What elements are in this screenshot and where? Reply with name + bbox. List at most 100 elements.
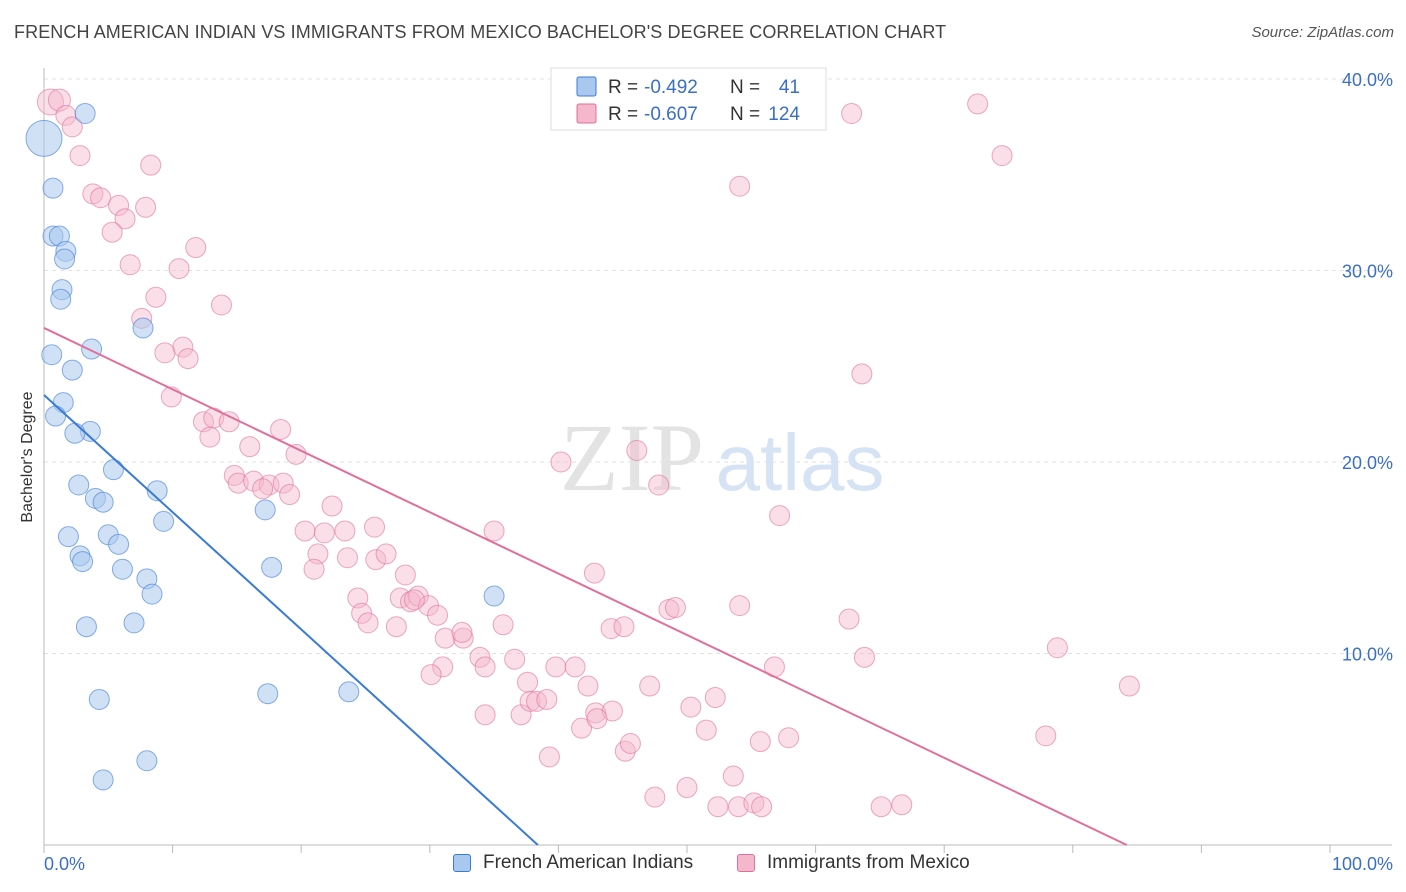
mexico-immigrant-point-3: [61, 116, 83, 138]
mexico-immigrant-point-55: [385, 616, 407, 638]
mexico-immigrant-point-84: [967, 93, 989, 115]
mexico-immigrant-point-64: [545, 656, 567, 678]
mexico-immigrant-point-111: [676, 777, 698, 799]
mexico-immigrant-point-93: [536, 688, 558, 710]
mexico-immigrant-point-54: [357, 612, 379, 634]
watermark: ZIP atlas: [560, 404, 884, 511]
french-american-indian-point-34: [123, 612, 145, 634]
french-american-indian-point-22: [254, 499, 276, 521]
mexico-immigrant-point-38: [313, 522, 335, 544]
mexico-immigrant-point-85: [991, 145, 1013, 167]
mexico-immigrant-point-104: [695, 719, 717, 741]
mexico-immigrant-point-94: [571, 717, 593, 739]
mexico-immigrant-point-36: [321, 495, 343, 517]
french-american-indian-point-19: [146, 480, 168, 502]
french-american-indian-point-1: [74, 102, 96, 124]
source-note: Source: ZipAtlas.com: [1251, 24, 1394, 41]
mexico-immigrant-point-42: [336, 547, 358, 569]
mexico-immigrant-point-117: [870, 796, 892, 818]
mexico-immigrant-point-40: [364, 516, 386, 538]
french-american-indian-point-30: [261, 556, 283, 578]
mexico-immigrant-point-103: [680, 696, 702, 718]
french-american-indian-point-39: [136, 750, 158, 772]
legend-swatch-pink: [576, 103, 597, 124]
legend-r-label-1: R =: [608, 77, 638, 98]
french-american-indian-point-32: [141, 583, 163, 605]
mexico-immigrant-point-87: [1118, 675, 1140, 697]
mexico-immigrant-point-102: [639, 675, 661, 697]
french-american-indian-point-11: [81, 338, 103, 360]
mexico-immigrant-point-95: [577, 675, 599, 697]
mexico-immigrant-point-13: [119, 254, 141, 276]
mexico-immigrant-point-71: [583, 562, 605, 584]
mexico-immigrant-point-43: [365, 549, 387, 571]
french-american-indian-point-17: [102, 459, 124, 481]
mexico-immigrant-point-26: [239, 436, 261, 458]
mexico-immigrant-point-109: [538, 746, 560, 768]
mexico-immigrant-point-7: [90, 187, 112, 209]
french-american-indian-point-21: [92, 491, 114, 513]
french-american-indian-point-29: [111, 558, 133, 580]
french-american-indian-point-6: [54, 248, 76, 270]
mexico-immigrant-point-45: [303, 558, 325, 580]
x-tick-label-max: 100.0%: [1332, 854, 1393, 874]
immigrants-from-mexico-trendline: [43, 327, 1128, 846]
french-american-indian-point-24: [57, 526, 79, 548]
mexico-immigrant-point-46: [394, 564, 416, 586]
mexico-immigrant-point-76: [664, 597, 686, 619]
legend-item-immigrants-from-mexico: Immigrants from Mexico: [737, 852, 970, 874]
legend-swatch-blue-bottom: [453, 854, 471, 872]
mexico-immigrant-point-34: [279, 484, 301, 506]
mexico-immigrant-point-68: [420, 664, 442, 686]
mexico-immigrant-point-25: [199, 426, 221, 448]
mexico-immigrant-point-11: [101, 221, 123, 243]
mexico-immigrant-point-33: [272, 472, 294, 494]
mexico-immigrant-point-110: [644, 786, 666, 808]
mexico-immigrant-point-78: [769, 505, 791, 527]
mexico-immigrant-point-70: [648, 474, 670, 496]
mexico-immigrant-point-99: [586, 708, 608, 730]
gridlines: [44, 78, 1392, 654]
mexico-immigrant-point-52: [403, 589, 425, 611]
mexico-immigrant-point-86: [1046, 637, 1068, 659]
chart-title: FRENCH AMERICAN INDIAN VS IMMIGRANTS FRO…: [14, 22, 947, 42]
mexico-immigrant-point-69: [626, 440, 648, 462]
mexico-immigrant-point-82: [853, 646, 875, 668]
mexico-immigrant-point-80: [841, 102, 863, 124]
french-american-indian-point-33: [483, 585, 505, 607]
y-tick-label-3: 40.0%: [1342, 70, 1393, 90]
french-american-indian-point-37: [257, 683, 279, 705]
top-legend-box: [550, 67, 827, 131]
mexico-immigrant-point-59: [451, 621, 473, 643]
mexico-immigrant-point-79: [729, 595, 751, 617]
mexico-immigrant-point-4: [69, 145, 91, 167]
french-american-indian-point-12: [61, 359, 83, 381]
french-american-indian-point-14: [45, 405, 67, 427]
mexico-immigrant-point-61: [550, 451, 572, 473]
mexico-immigrant-point-35: [252, 478, 274, 500]
mexico-immigrant-point-12: [185, 237, 207, 259]
french-american-indians-points: [25, 102, 505, 791]
mexico-immigrant-point-89: [474, 704, 496, 726]
french-american-indian-point-26: [108, 533, 130, 555]
mexico-immigrant-point-98: [564, 656, 586, 678]
mexico-immigrant-point-10: [114, 208, 136, 230]
french-american-indian-point-28: [72, 551, 94, 573]
watermark-zip: ZIP: [560, 404, 704, 511]
mexico-immigrant-point-116: [751, 796, 773, 818]
mexico-immigrant-point-56: [427, 604, 449, 626]
trendlines: [43, 327, 1128, 846]
mexico-immigrant-point-105: [704, 687, 726, 709]
mexico-immigrant-point-15: [145, 286, 167, 308]
axes: [43, 68, 1392, 853]
legend-n-value-2: 124: [768, 104, 800, 125]
mexico-immigrant-point-9: [135, 196, 157, 218]
y-tick-label-2: 30.0%: [1342, 262, 1393, 282]
mexico-immigrant-point-118: [891, 794, 913, 816]
legend-label-immigrants-from-mexico: Immigrants from Mexico: [767, 852, 970, 873]
mexico-immigrant-point-24: [218, 411, 240, 433]
mexico-immigrant-point-72: [483, 520, 505, 542]
mexico-immigrant-point-112: [707, 796, 729, 818]
mexico-immigrant-point-37: [294, 520, 316, 542]
